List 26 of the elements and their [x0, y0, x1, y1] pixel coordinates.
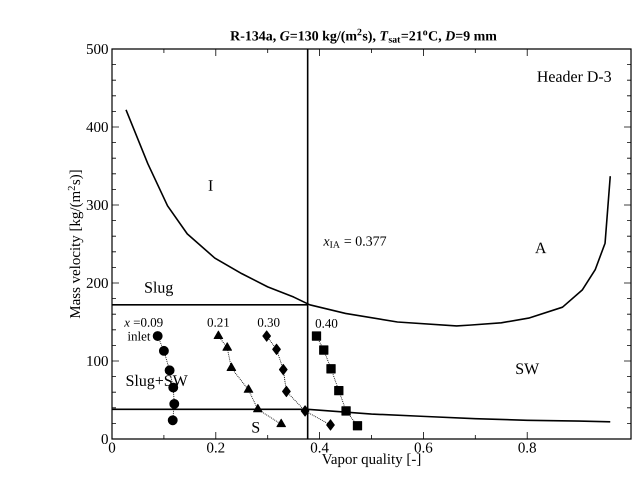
annotation: SW: [516, 363, 540, 374]
y-tick-label: 200: [86, 278, 108, 288]
y-tick-label: 300: [86, 200, 108, 210]
y-axis-title: Mass velocity [kg/(m$^{2}$s)]: [68, 170, 84, 318]
annotation: x$_{IA}$ = 0.377: [323, 236, 386, 248]
annotation: x =0.09: [124, 318, 163, 327]
chart-title: R-134a, G=130 kg/(m$^{2}$s), T$_{sat}$=21$^{o}$C, D=9 mm: [230, 28, 497, 44]
annotation: 0.40: [316, 319, 338, 328]
x-tick-label: 0.8: [518, 442, 536, 453]
x-tick-label: 0: [108, 442, 116, 453]
annotation: A: [535, 242, 546, 254]
annotation: I: [208, 180, 213, 191]
annotation: inlet: [128, 331, 150, 341]
x-tick-label: 0.6: [414, 442, 432, 453]
annotation: 0.21: [208, 318, 229, 327]
annotation: S: [252, 422, 260, 433]
annotation: Header D-3: [537, 70, 611, 82]
y-tick-label: 400: [86, 122, 108, 132]
x-tick-label: 0.2: [207, 442, 224, 453]
x-tick-label: 0.4: [310, 442, 329, 453]
y-tick-label: 0: [102, 434, 108, 444]
annotation: 0.30: [258, 318, 280, 327]
annotation: Slug: [145, 282, 174, 296]
y-tick-label: 500: [86, 44, 108, 54]
x-axis-title: Vapor quality [-]: [322, 454, 420, 468]
y-tick-label: 100: [87, 356, 108, 366]
